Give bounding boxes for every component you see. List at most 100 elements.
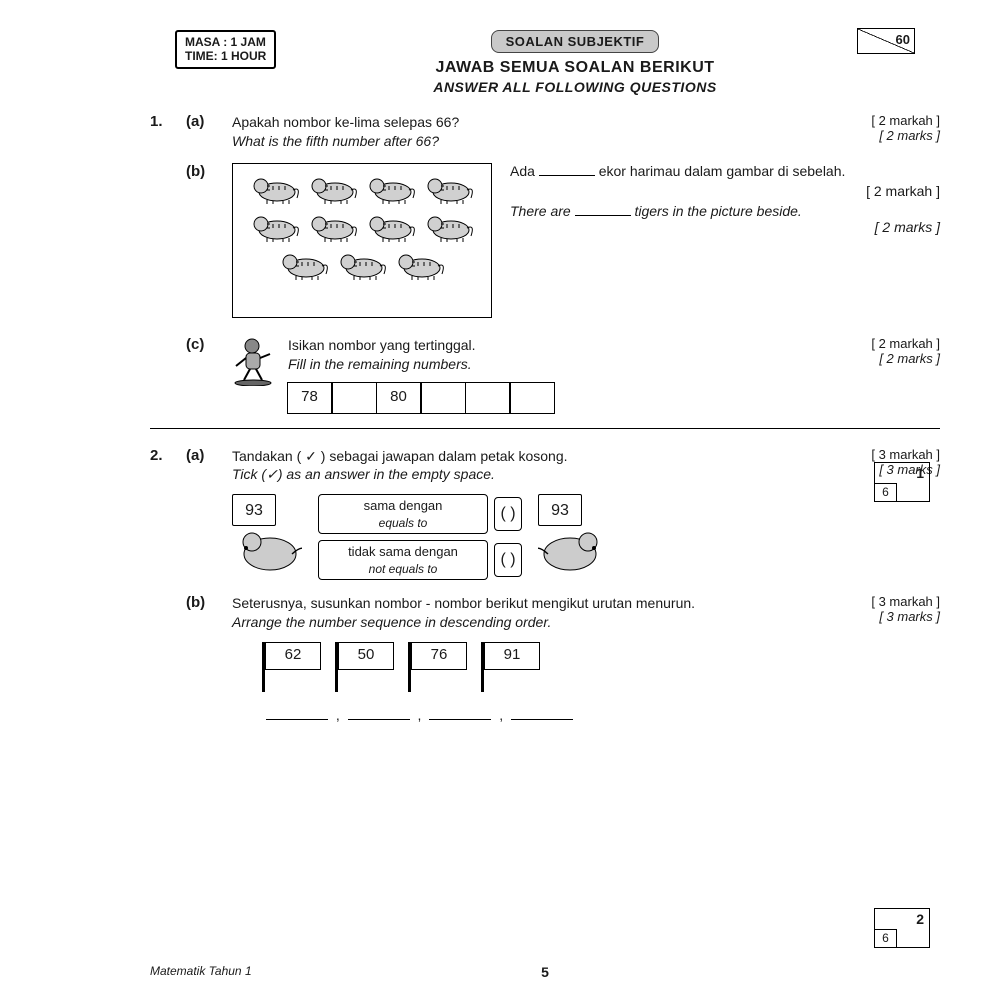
q1b-my2: ekor harimau dalam gambar di sebelah. [599, 163, 846, 179]
time-en: TIME: 1 HOUR [185, 49, 266, 63]
q2b-me: [ 3 marks ] [830, 609, 940, 624]
answer-lines[interactable]: , , , [262, 706, 830, 725]
opt-notequals: tidak sama dengan not equals to [318, 540, 488, 580]
seq-cell: 78 [287, 382, 333, 414]
ms2-bot: 6 [875, 929, 897, 947]
opt1-en: equals to [329, 515, 477, 531]
tiger-icon [396, 248, 444, 280]
tiger-icon [425, 210, 473, 242]
q1c-body: Isikan nombor yang tertinggal. Fill in t… [288, 336, 830, 414]
q2b-row: (b) Seterusnya, susunkan nombor - nombor… [150, 594, 940, 726]
flag: 76 [408, 642, 467, 692]
tiger-icon [367, 172, 415, 204]
seq-cell[interactable] [420, 382, 466, 414]
subject-badge: SOALAN SUBJEKTIF [491, 30, 660, 53]
tiger-icon [309, 172, 357, 204]
q2a-right-num: 93 [538, 494, 582, 526]
q1c-marks: [ 2 markah ] [ 2 marks ] [830, 336, 940, 366]
title-my: JAWAB SEMUA SOALAN BERIKUT [210, 59, 940, 77]
mouse-right-icon [538, 526, 608, 574]
q2a-left-num: 93 [232, 494, 276, 526]
q1a-sub: (a) [186, 113, 232, 130]
flag-number: 76 [411, 642, 467, 670]
opt-equals: sama dengan equals to [318, 494, 488, 534]
q1c-row: (c) Isikan nombor yang tertinggal. Fill … [150, 336, 940, 414]
q1b-text: Ada ekor harimau dalam gambar di sebelah… [510, 163, 940, 318]
q1a-marks: [ 2 markah ] [ 2 marks ] [830, 113, 940, 143]
tiger-icon [367, 210, 415, 242]
seq-cell: 80 [376, 382, 422, 414]
q2b-body: Seterusnya, susunkan nombor - nombor ber… [232, 594, 830, 726]
flag-number: 62 [265, 642, 321, 670]
q2b-en: Arrange the number sequence in descendin… [232, 613, 551, 632]
time-box: MASA : 1 JAM TIME: 1 HOUR [175, 30, 276, 69]
opt1-my: sama dengan [329, 497, 477, 515]
q2a-my: Tandakan ( ✓ ) sebagai jawapan dalam pet… [232, 447, 830, 466]
flag: 91 [481, 642, 540, 692]
ms1-bot: 6 [875, 483, 897, 501]
q1b-mm: [ 2 markah ] [510, 183, 940, 199]
q2-number: 2. [150, 447, 186, 464]
q1b-en1: There are [510, 203, 571, 219]
q1a-my: Apakah nombor ke-lima selepas 66? [232, 113, 830, 132]
q1a-row: 1. (a) Apakah nombor ke-lima selepas 66?… [150, 113, 940, 151]
opt2-en: not equals to [329, 561, 477, 577]
q2b-mm: [ 3 markah ] [830, 594, 940, 609]
mouse-left-icon [232, 526, 302, 574]
q2b-sub: (b) [186, 594, 232, 611]
q1b-row: (b) [150, 163, 940, 318]
tiger-icon [251, 172, 299, 204]
flags-row: 62 50 76 91 [262, 642, 830, 697]
q2b-marks: [ 3 markah ] [ 3 marks ] [830, 594, 940, 624]
q2a-body: Tandakan ( ✓ ) sebagai jawapan dalam pet… [232, 447, 830, 580]
seq-cell[interactable] [465, 382, 511, 414]
q1c-sub: (c) [186, 336, 232, 353]
q1b-me: [ 2 marks ] [875, 219, 940, 235]
tiger-icon [251, 210, 299, 242]
tiger-icon [425, 172, 473, 204]
flag: 62 [262, 642, 321, 692]
q1b-my1: Ada [510, 163, 535, 179]
flag: 50 [335, 642, 394, 692]
opt2-my: tidak sama dengan [329, 543, 477, 561]
q1c-mm: [ 2 markah ] [830, 336, 940, 351]
mark-sidebar-2: 2 6 [874, 908, 930, 948]
q2b-my: Seterusnya, susunkan nombor - nombor ber… [232, 594, 830, 613]
number-sequence: 78 80 [288, 382, 830, 414]
q1b-sub: (b) [186, 163, 232, 180]
title-en: ANSWER ALL FOLLOWING QUESTIONS [210, 79, 940, 95]
q2a-en: Tick (✓) as an answer in the empty space… [232, 465, 495, 484]
tiger-icon [280, 248, 328, 280]
tiger-icon [309, 210, 357, 242]
footer-left: Matematik Tahun 1 [150, 964, 252, 978]
section-divider [150, 428, 940, 429]
flag-number: 50 [338, 642, 394, 670]
q1a-me: [ 2 marks ] [830, 128, 940, 143]
tickbox-1[interactable]: ( ) [494, 497, 522, 531]
q1a-body: Apakah nombor ke-lima selepas 66? What i… [232, 113, 830, 151]
q1b-blank1[interactable] [539, 175, 595, 176]
flag-number: 91 [484, 642, 540, 670]
q1a-mm: [ 2 markah ] [830, 113, 940, 128]
q1c-me: [ 2 marks ] [830, 351, 940, 366]
tiger-grid [232, 163, 492, 318]
total-score-box: 60 [857, 28, 915, 54]
page-number: 5 [541, 964, 549, 980]
q2a-mm: [ 3 markah ] [830, 447, 940, 462]
q1a-en: What is the fifth number after 66? [232, 132, 830, 151]
mark-sidebar-1: 1 6 [874, 462, 930, 502]
q1c-en: Fill in the remaining numbers. [288, 355, 830, 374]
total-score: 60 [896, 32, 910, 47]
seq-cell[interactable] [509, 382, 555, 414]
seq-cell[interactable] [331, 382, 377, 414]
tickbox-2[interactable]: ( ) [494, 543, 522, 577]
q1b-blank2[interactable] [575, 215, 631, 216]
tiger-icon [338, 248, 386, 280]
skater-icon [232, 336, 288, 391]
q2a-sub: (a) [186, 447, 232, 464]
q1c-my: Isikan nombor yang tertinggal. [288, 336, 830, 355]
page-footer: Matematik Tahun 1 5 [150, 964, 940, 978]
q2a-row: 2. (a) Tandakan ( ✓ ) sebagai jawapan da… [150, 447, 940, 580]
q1b-en2: tigers in the picture beside. [634, 203, 801, 219]
page-header: SOALAN SUBJEKTIF JAWAB SEMUA SOALAN BERI… [210, 30, 940, 95]
